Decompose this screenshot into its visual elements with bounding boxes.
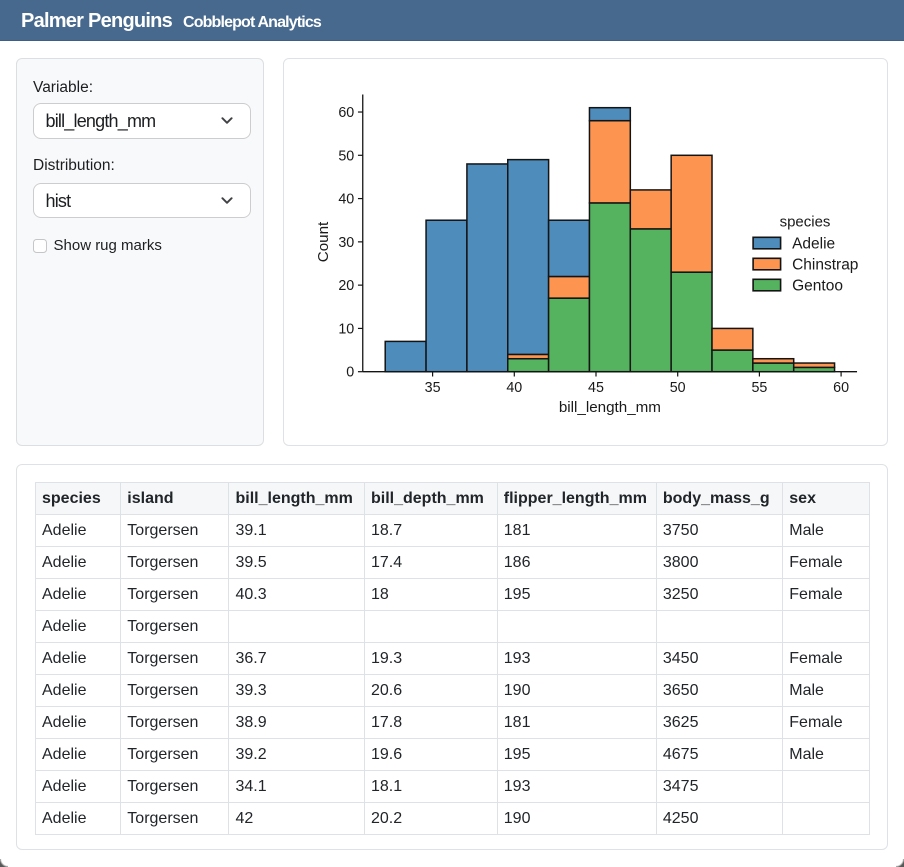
svg-text:10: 10: [338, 321, 354, 337]
svg-text:35: 35: [425, 380, 441, 396]
svg-text:60: 60: [338, 105, 354, 121]
svg-text:45: 45: [588, 380, 604, 396]
svg-text:55: 55: [751, 380, 767, 396]
svg-text:50: 50: [338, 148, 354, 164]
svg-text:30: 30: [338, 235, 354, 251]
svg-text:Count: Count: [315, 221, 332, 262]
svg-text:0: 0: [346, 365, 354, 381]
svg-text:40: 40: [338, 192, 354, 208]
svg-text:40: 40: [506, 380, 522, 396]
svg-text:20: 20: [338, 278, 354, 294]
svg-text:60: 60: [833, 380, 849, 396]
svg-text:Gentoo: Gentoo: [792, 278, 843, 295]
svg-text:50: 50: [670, 380, 686, 396]
svg-text:Adelie: Adelie: [792, 236, 835, 253]
svg-text:bill_length_mm: bill_length_mm: [559, 399, 661, 416]
svg-text:species: species: [780, 214, 831, 231]
svg-text:Chinstrap: Chinstrap: [792, 257, 858, 274]
